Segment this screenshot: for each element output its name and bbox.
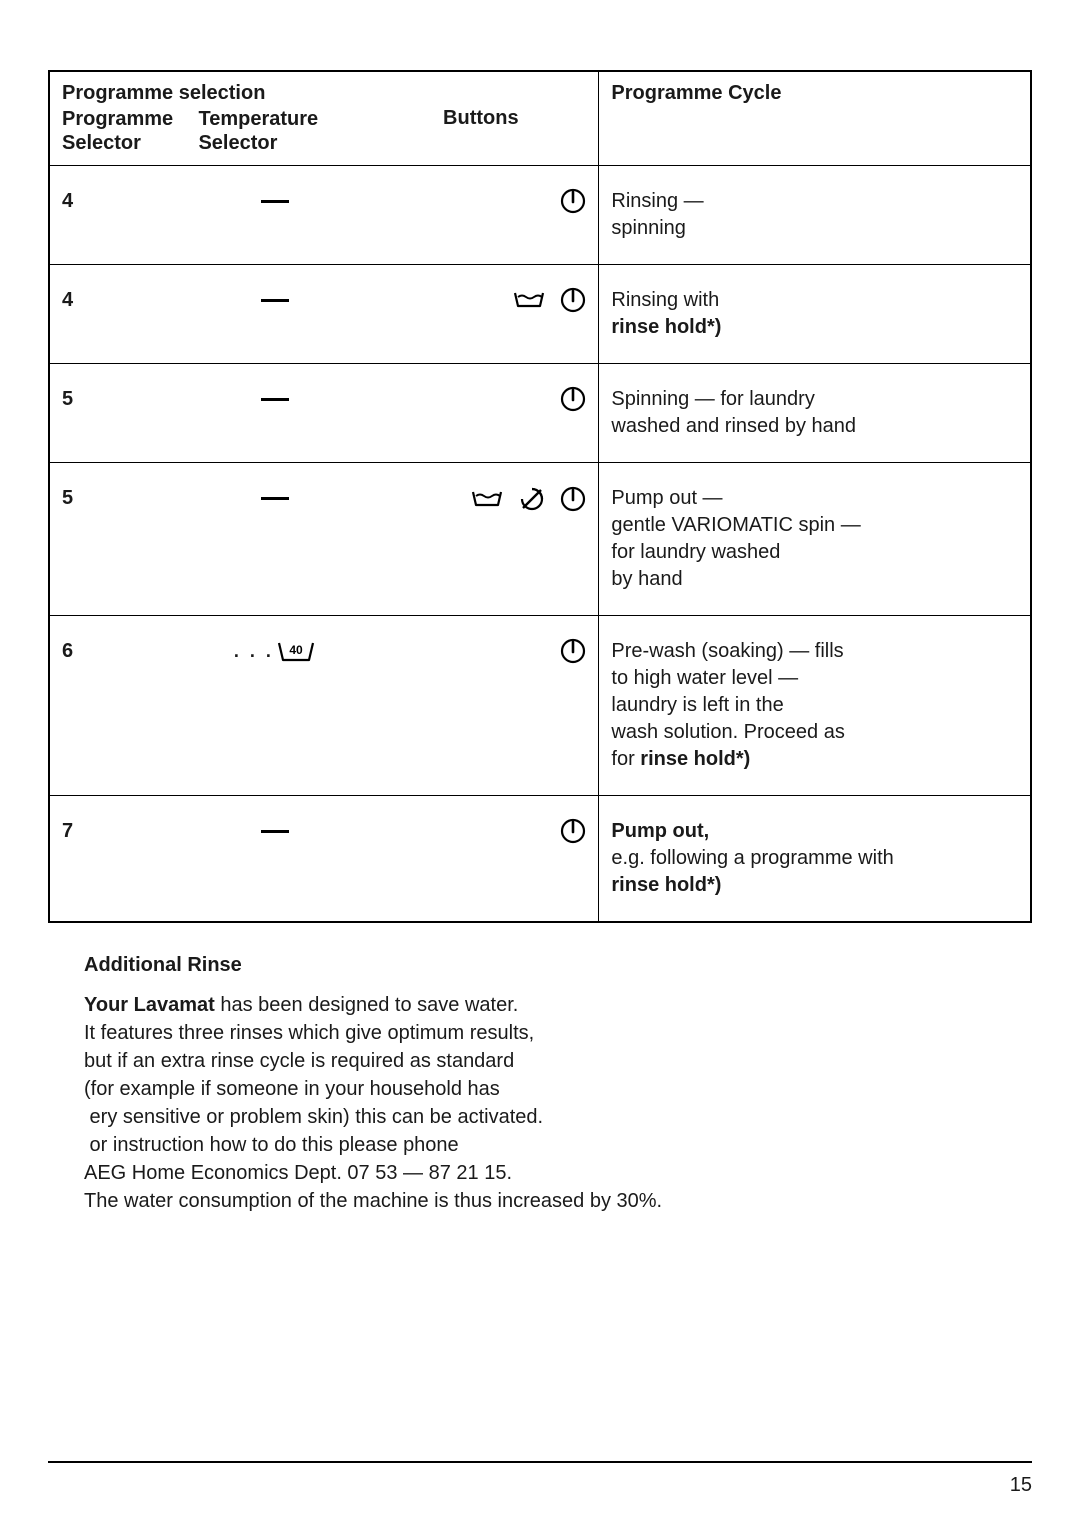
programme-selector-cell: 4 — [49, 166, 186, 265]
em-dash-icon — [261, 830, 289, 833]
page-number: 15 — [1010, 1474, 1032, 1497]
programme-cycle-cell: Pump out,e.g. following a programme with… — [599, 796, 1031, 923]
additional-rinse-section: Additional Rinse Your Lavamat has been d… — [48, 951, 1032, 1215]
em-dash-icon — [261, 200, 289, 203]
power-icon — [560, 188, 586, 222]
header-programme-selector: Programme Selector — [49, 105, 186, 166]
programme-cycle-cell: Pump out —gentle VARIOMATIC spin —for la… — [599, 463, 1031, 616]
rinse-hold-icon — [512, 288, 546, 320]
footer-rule — [48, 1461, 1032, 1463]
programme-cycle-cell: Pre-wash (soaking) — fillsto high water … — [599, 616, 1031, 796]
header-programme-cycle: Programme Cycle — [599, 71, 1031, 166]
buttons-cell — [363, 616, 599, 796]
programme-selector-cell: 7 — [49, 796, 186, 923]
table-row: 5 Pump out —gentle VARIOMATIC spin —for l… — [49, 463, 1031, 616]
em-dash-icon — [261, 497, 289, 500]
temperature-selector-cell — [186, 463, 363, 616]
wash-40-icon: . . .40 — [234, 640, 316, 662]
table-row: 7 Pump out,e.g. following a programme wit… — [49, 796, 1031, 923]
buttons-cell — [363, 166, 599, 265]
programme-selector-cell: 5 — [49, 463, 186, 616]
temperature-selector-cell — [186, 166, 363, 265]
page: Programme selection Programme Cycle Prog… — [0, 0, 1080, 1533]
buttons-cell — [363, 463, 599, 616]
buttons-cell — [363, 364, 599, 463]
header-temperature-selector-l1: Temperature — [198, 107, 351, 131]
header-temperature-selector-l2: Selector — [198, 131, 351, 155]
header-temperature-selector: Temperature Selector — [186, 105, 363, 166]
buttons-cell — [363, 796, 599, 923]
additional-rinse-body: Your Lavamat has been designed to save w… — [84, 991, 1032, 1215]
table-row: 4 Rinsing —spinning — [49, 166, 1031, 265]
table-row: 6 . . .40 Pre-wash (soaking) — fillsto hig… — [49, 616, 1031, 796]
header-buttons: Buttons — [363, 105, 599, 166]
em-dash-icon — [261, 398, 289, 401]
programme-selector-cell: 4 — [49, 265, 186, 364]
temperature-selector-cell: . . .40 — [186, 616, 363, 796]
programme-table: Programme selection Programme Cycle Prog… — [48, 70, 1032, 923]
buttons-cell — [363, 265, 599, 364]
additional-rinse-title: Additional Rinse — [84, 951, 1032, 979]
programme-cycle-cell: Spinning — for laundrywashed and rinsed … — [599, 364, 1031, 463]
svg-text:40: 40 — [289, 643, 303, 657]
programme-cycle-cell: Rinsing —spinning — [599, 166, 1031, 265]
temperature-selector-cell — [186, 265, 363, 364]
temperature-selector-cell — [186, 364, 363, 463]
temperature-selector-cell — [186, 796, 363, 923]
rinse-hold-icon — [470, 487, 504, 519]
programme-selector-cell: 5 — [49, 364, 186, 463]
header-programme-selector-l1: Programme — [62, 107, 174, 131]
programme-selector-cell: 6 — [49, 616, 186, 796]
table-row: 5 Spinning — for laundrywashed and rinsed… — [49, 364, 1031, 463]
header-programme-selector-l2: Selector — [62, 131, 174, 155]
power-icon — [560, 638, 586, 672]
power-icon — [560, 386, 586, 420]
table-row: 4 Rinsing withrinse hold*) — [49, 265, 1031, 364]
em-dash-icon — [261, 299, 289, 302]
header-programme-selection: Programme selection — [49, 71, 599, 105]
programme-cycle-cell: Rinsing withrinse hold*) — [599, 265, 1031, 364]
no-spin-icon — [518, 485, 546, 521]
power-icon — [560, 818, 586, 852]
power-icon — [560, 486, 586, 520]
power-icon — [560, 287, 586, 321]
